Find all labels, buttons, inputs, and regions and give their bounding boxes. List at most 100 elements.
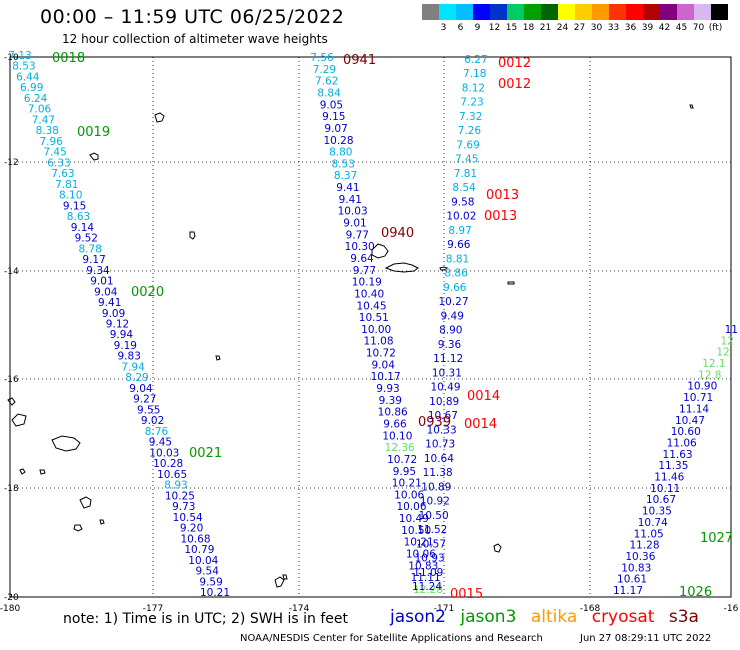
longitude-tick-label: -174 (289, 604, 310, 614)
wave-height-label: 9.04 (94, 286, 118, 298)
colorbar-swatch (677, 4, 694, 20)
wave-height-label: 10.71 (683, 392, 713, 404)
wave-height-label: 9.45 (149, 437, 172, 449)
wave-height-label: 8.53 (332, 158, 355, 170)
wave-height-label: 8.78 (79, 243, 102, 255)
wave-height-label: 9.09 (102, 308, 125, 320)
wave-height-label: 10.49 (430, 382, 460, 394)
wave-height-label: 8.76 (145, 426, 169, 438)
wave-height-label: 7.06 (28, 104, 52, 116)
colorbar-swatch (541, 4, 558, 20)
wave-height-label: 10.03 (149, 447, 179, 459)
wave-height-label: 12.1 (702, 358, 725, 370)
wave-height-label: 11.63 (663, 449, 693, 461)
colorbar-swatch (575, 4, 592, 20)
island-samoa-upolu (384, 262, 419, 273)
wave-height-label: 10.49 (399, 513, 429, 525)
colorbar-label: 12 (488, 23, 501, 33)
wave-height-label: 10.40 (354, 288, 384, 300)
island-tutuila (439, 266, 448, 271)
wave-height-label: 11.12 (433, 353, 463, 365)
wave-height-label: 9.36 (438, 339, 462, 351)
colorbar-swatch (524, 4, 541, 20)
wave-height-label: 10.60 (671, 426, 701, 438)
longitude-tick-label: -171 (434, 604, 454, 614)
wave-height-label: 10.83 (621, 562, 651, 574)
wave-height-label: 8.80 (329, 147, 352, 159)
wave-height-label: 6.33 (47, 157, 70, 169)
wave-height-label: 11.46 (654, 472, 684, 484)
wave-height-label: 10.45 (356, 300, 386, 312)
wave-height-label: 9.15 (63, 200, 86, 212)
wave-height-label: 10.28 (323, 135, 353, 147)
island-tonga-2 (282, 574, 288, 580)
pass-time-label: 0015 (450, 587, 483, 602)
colorbar-label: 36 (624, 23, 637, 33)
wave-height-label: 6.44 (16, 72, 40, 84)
wave-height-label: 7.26 (458, 125, 482, 137)
wave-height-label: 8.93 (164, 480, 187, 492)
wave-height-label: 9.59 (199, 576, 222, 588)
wave-height-label: 10.47 (675, 415, 705, 427)
wave-height-label: 9.55 (137, 404, 160, 416)
wave-height-label: 9.15 (322, 111, 345, 123)
island-niue (493, 543, 502, 553)
wave-height-label: 10.68 (180, 533, 210, 545)
wave-height-label: 10.04 (188, 555, 218, 567)
pass-time-label: 0012 (498, 77, 531, 92)
colorbar-label: 24 (556, 23, 569, 33)
island-fiji-2 (11, 413, 27, 427)
credit-line: NOAA/NESDIS Center for Satellite Applica… (240, 633, 543, 644)
wave-height-label: 12 (716, 347, 729, 359)
wave-height-label: 9.34 (86, 265, 110, 277)
wave-height-label: 10.06 (394, 489, 424, 501)
generated-timestamp: Jun 27 08:29:11 UTC 2022 (580, 633, 712, 644)
longitude-tick-label: -168 (580, 604, 601, 614)
wave-height-label: 10.03 (338, 206, 368, 218)
wave-height-label: 10.00 (361, 324, 391, 336)
wave-height-label: 7.18 (463, 68, 486, 80)
wave-height-label: 9.94 (110, 329, 134, 341)
pass-time-label: 1026 (679, 585, 712, 600)
wave-height-label: 9.17 (82, 254, 105, 266)
wave-height-label: 10.65 (157, 469, 187, 481)
wave-height-label: 10.21 (200, 587, 230, 599)
wave-height-label: 10.67 (646, 494, 676, 506)
colorbar-swatch (609, 4, 626, 20)
pass-time-label: 0012 (498, 56, 531, 71)
island-fiji-7 (99, 519, 105, 525)
pass-time-label: 0014 (464, 417, 497, 432)
wave-height-label: 9.73 (172, 501, 195, 513)
island-wallis (189, 231, 196, 240)
wave-height-label: 10.19 (352, 277, 382, 289)
wave-height-label: 9.52 (75, 233, 98, 245)
wave-height-label: 8.86 (444, 268, 468, 280)
wave-height-label: 9.49 (441, 310, 464, 322)
wave-height-label: 10.72 (387, 454, 417, 466)
wave-height-label: 11.24 (412, 581, 442, 593)
wave-height-label: 10.54 (173, 512, 203, 524)
wave-height-label: 9.77 (353, 265, 376, 277)
colorbar-label: 21 (539, 23, 552, 33)
wave-height-label: 8.90 (439, 325, 462, 337)
wave-height-label: 10.30 (345, 241, 375, 253)
wave-height-label: 7.94 (121, 362, 145, 374)
wave-height-label: 10.79 (184, 544, 214, 556)
colorbar-swatch (626, 4, 643, 20)
legend-s3a: s3a (668, 607, 699, 627)
island-fiji-1 (51, 435, 81, 452)
pass-time-label: 0941 (343, 53, 376, 68)
wave-height-label: 7.29 (313, 64, 336, 76)
wave-height-label: 10.25 (165, 490, 195, 502)
footer-note: note: 1) Time is in UTC; 2) SWH is in fe… (63, 611, 349, 627)
wave-height-label: 8.63 (67, 211, 90, 223)
wave-height-label: 8.97 (448, 225, 471, 237)
wave-height-label: 7.96 (40, 136, 64, 148)
wave-height-label: 10.86 (378, 407, 408, 419)
pass-time-label: 0013 (484, 209, 517, 224)
pass-time-label: 0020 (131, 285, 164, 300)
longitude-tick-label: -180 (0, 604, 20, 614)
wave-height-label: 10.21 (404, 537, 434, 549)
wave-height-label: 10.72 (366, 348, 396, 360)
wave-height-label: 9.39 (379, 395, 402, 407)
